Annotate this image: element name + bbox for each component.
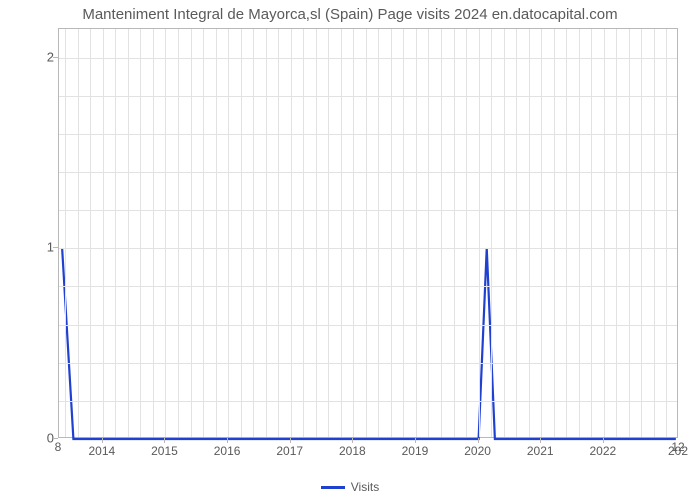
gridline-h — [59, 325, 677, 326]
y-tick-label: 2 — [14, 49, 54, 64]
x-tick-label: 2015 — [151, 444, 178, 458]
gridline-h — [59, 172, 677, 173]
gridline-v — [466, 29, 467, 437]
gridline-h — [59, 58, 677, 59]
gridline-h — [59, 286, 677, 287]
gridline-h — [59, 134, 677, 135]
gridline-v — [266, 29, 267, 437]
x-tick-label: 2017 — [276, 444, 303, 458]
chart-title: Manteniment Integral de Mayorca,sl (Spai… — [0, 6, 700, 23]
gridline-v — [165, 29, 166, 437]
gridline-v — [554, 29, 555, 437]
x-left-edge-label: 8 — [55, 440, 62, 454]
x-tick-mark — [540, 438, 541, 443]
gridline-v — [491, 29, 492, 437]
gridline-v — [216, 29, 217, 437]
x-tick-mark — [603, 438, 604, 443]
x-tick-label: 2020 — [464, 444, 491, 458]
y-tick-label: 0 — [14, 431, 54, 446]
gridline-v — [178, 29, 179, 437]
gridline-h — [59, 363, 677, 364]
gridline-v — [541, 29, 542, 437]
gridline-h — [59, 401, 677, 402]
gridline-v — [378, 29, 379, 437]
gridline-v — [516, 29, 517, 437]
x-tick-label: 2021 — [527, 444, 554, 458]
gridline-v — [278, 29, 279, 437]
gridline-v — [241, 29, 242, 437]
x-tick-label: 2022 — [589, 444, 616, 458]
gridline-h — [59, 248, 677, 249]
gridline-v — [316, 29, 317, 437]
gridline-v — [341, 29, 342, 437]
x-tick-mark — [415, 438, 416, 443]
legend-swatch — [321, 486, 345, 489]
gridline-v — [103, 29, 104, 437]
y-tick-label: 1 — [14, 240, 54, 255]
gridline-v — [504, 29, 505, 437]
x-tick-label: 2016 — [214, 444, 241, 458]
legend: Visits — [0, 476, 700, 495]
gridline-v — [591, 29, 592, 437]
gridline-v — [641, 29, 642, 437]
gridline-v — [203, 29, 204, 437]
x-tick-mark — [227, 438, 228, 443]
gridline-v — [566, 29, 567, 437]
gridline-v — [328, 29, 329, 437]
y-tick-mark — [53, 247, 58, 248]
gridline-v — [579, 29, 580, 437]
gridline-h — [59, 96, 677, 97]
gridline-v — [153, 29, 154, 437]
x-tick-mark — [478, 438, 479, 443]
gridline-v — [391, 29, 392, 437]
gridline-v — [403, 29, 404, 437]
x-tick-mark — [164, 438, 165, 443]
gridline-v — [303, 29, 304, 437]
gridline-v — [479, 29, 480, 437]
x-tick-mark — [102, 438, 103, 443]
gridline-v — [616, 29, 617, 437]
gridline-v — [65, 29, 66, 437]
x-tick-mark — [352, 438, 353, 443]
gridline-v — [78, 29, 79, 437]
gridline-v — [428, 29, 429, 437]
gridline-v — [416, 29, 417, 437]
gridline-v — [441, 29, 442, 437]
gridline-v — [366, 29, 367, 437]
x-tick-label: 2019 — [402, 444, 429, 458]
gridline-v — [353, 29, 354, 437]
x-right-edge-label-bottom: 202 — [668, 444, 688, 458]
x-tick-label: 2014 — [88, 444, 115, 458]
gridline-v — [128, 29, 129, 437]
x-tick-mark — [290, 438, 291, 443]
gridline-v — [140, 29, 141, 437]
plot-area — [58, 28, 678, 438]
gridline-v — [115, 29, 116, 437]
gridline-v — [529, 29, 530, 437]
gridline-v — [666, 29, 667, 437]
y-tick-mark — [53, 438, 58, 439]
legend-label: Visits — [351, 480, 379, 494]
gridline-v — [604, 29, 605, 437]
gridline-v — [629, 29, 630, 437]
gridline-h — [59, 210, 677, 211]
y-tick-mark — [53, 57, 58, 58]
legend-item-visits: Visits — [321, 480, 379, 494]
gridline-v — [253, 29, 254, 437]
gridline-v — [191, 29, 192, 437]
gridline-v — [454, 29, 455, 437]
gridline-v — [90, 29, 91, 437]
gridline-v — [291, 29, 292, 437]
gridline-v — [654, 29, 655, 437]
x-tick-label: 2018 — [339, 444, 366, 458]
gridline-v — [228, 29, 229, 437]
